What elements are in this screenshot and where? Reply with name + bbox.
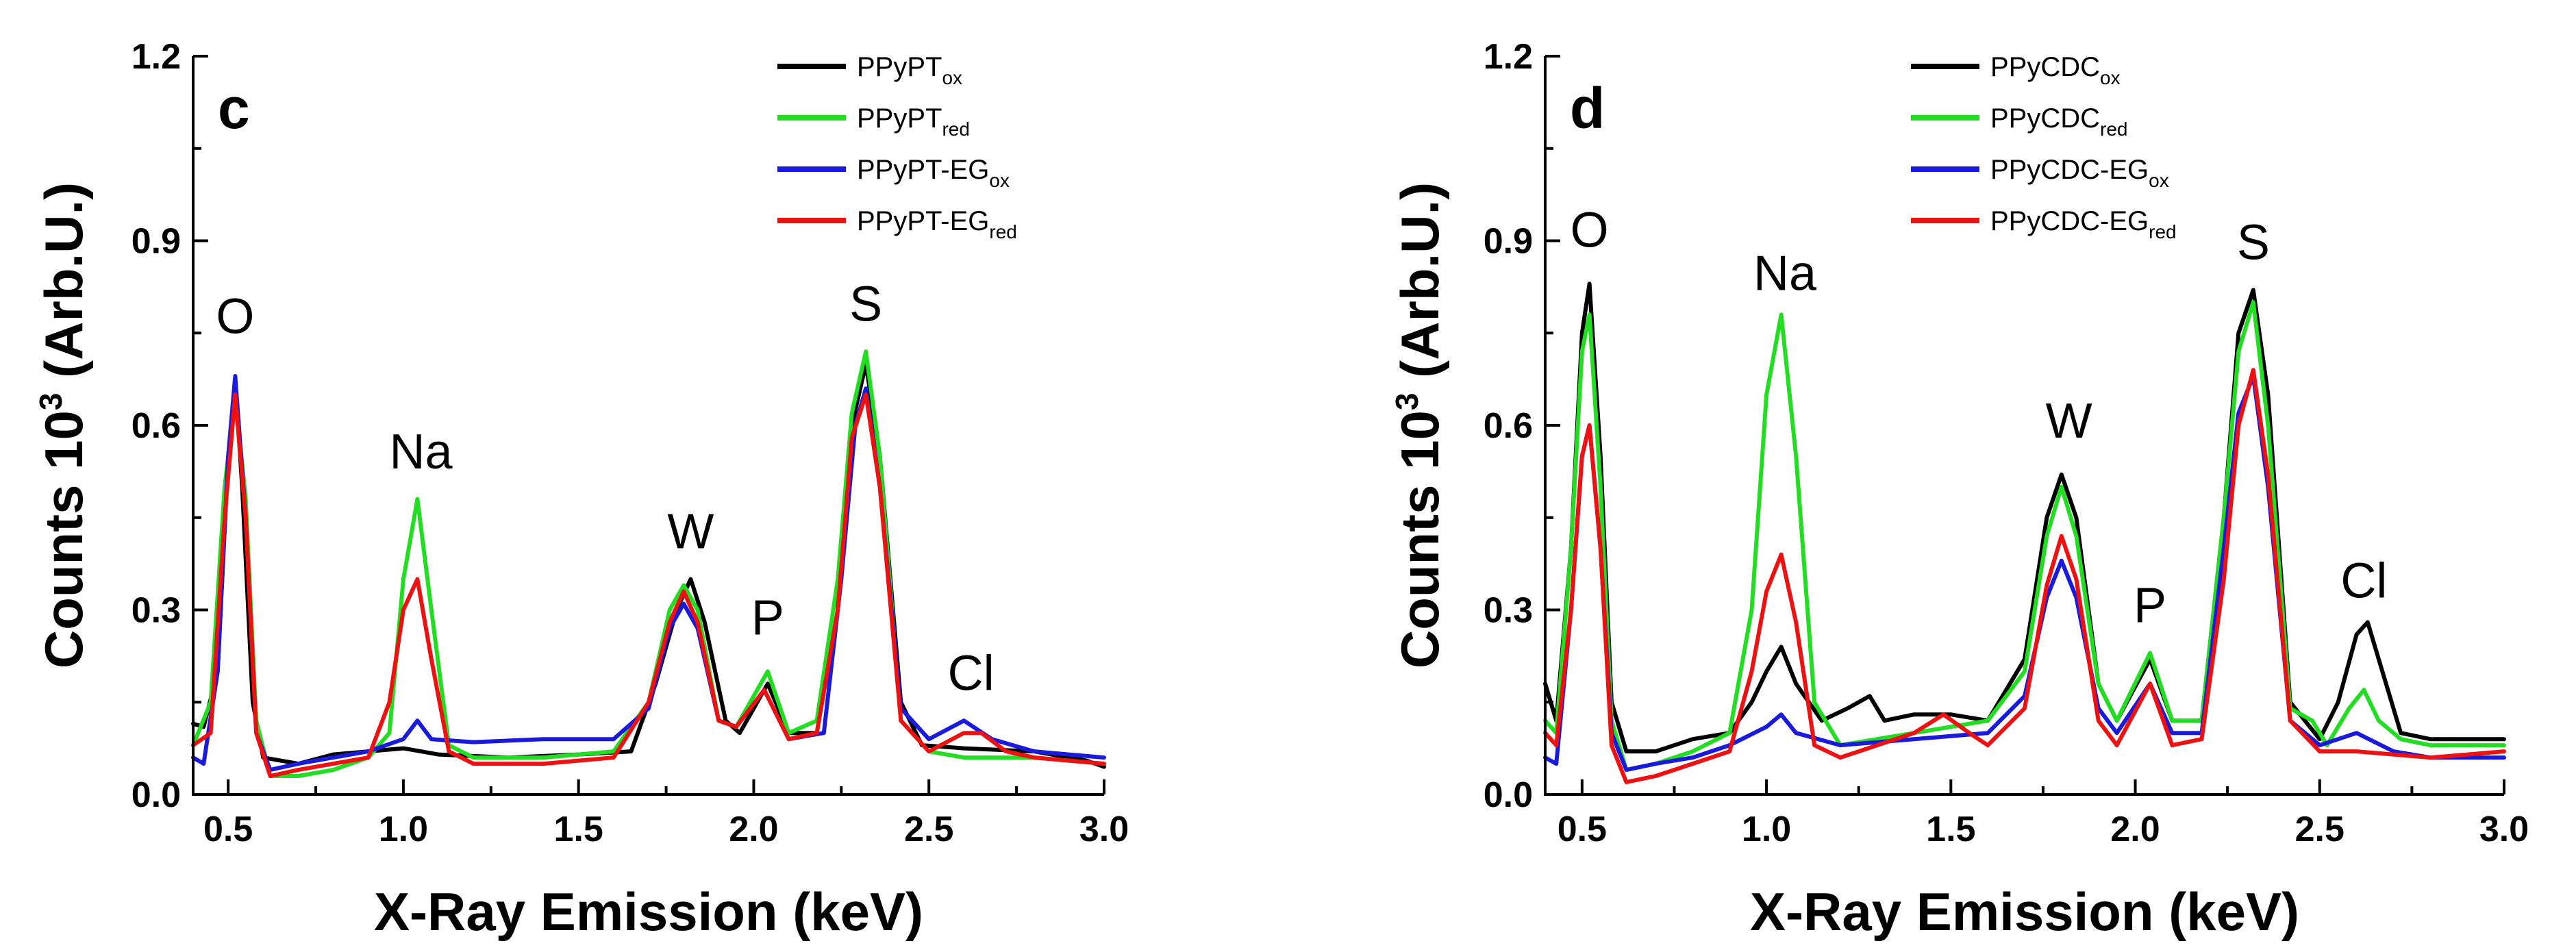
x-tick-label: 1.0 — [1742, 810, 1791, 849]
y-tick-label: 0.9 — [1484, 222, 1533, 262]
y-axis-title: Counts 103 (Arb.U.) — [1389, 182, 1450, 668]
peak-label-s: S — [2237, 215, 2270, 270]
peak-label-w: W — [667, 505, 714, 560]
y-tick-label: 1.2 — [1484, 37, 1533, 77]
x-axis-title: X-Ray Emission (keV) — [374, 881, 923, 942]
y-tick-label: 0.6 — [1484, 406, 1533, 446]
y-tick-label: 1.2 — [132, 37, 181, 77]
peak-label-na: Na — [1753, 246, 1817, 301]
legend-label: PPyCDC-EGox — [1990, 155, 2169, 191]
x-tick-label: 2.0 — [729, 810, 778, 849]
y-tick-label: 0.6 — [132, 406, 181, 446]
peak-label-o: O — [216, 289, 254, 344]
x-tick-label: 0.5 — [203, 810, 253, 849]
peak-label-p: P — [2134, 578, 2166, 633]
legend-label: PPyPTred — [857, 103, 970, 140]
legend-label: PPyPT-EGred — [857, 206, 1017, 242]
series-line-ppypt-red — [191, 349, 1106, 778]
y-tick-label: 0.9 — [132, 222, 181, 262]
x-tick-label: 0.5 — [1558, 810, 1607, 849]
legend-label: PPyPT-EGox — [857, 155, 1010, 191]
x-axis-title: X-Ray Emission (keV) — [1750, 881, 2299, 942]
chart-panel-c: 0.5 1.0 1.5 2.0 2.5 3.0 0.0 0.3 0.6 0.9 1.2 X-Ray E… — [33, 37, 1129, 942]
panel-label: d — [1570, 76, 1605, 140]
x-tick-label: 2.5 — [2295, 810, 2344, 849]
x-tick-label: 3.0 — [1079, 810, 1129, 849]
x-tick-label: 1.5 — [554, 810, 603, 849]
y-tick-label: 0.0 — [1484, 775, 1533, 815]
peak-label-o: O — [1571, 203, 1609, 258]
peak-label-p: P — [751, 590, 784, 645]
y-tick-label: 0.3 — [1484, 591, 1533, 631]
legend-label: PPyCDC-EGred — [1990, 206, 2177, 242]
peak-label-na: Na — [389, 425, 453, 479]
series-line-ppypt-eg-red — [191, 392, 1106, 778]
series-line-ppycdc-ox — [1543, 281, 2506, 754]
peak-label-cl: Cl — [2340, 554, 2387, 609]
legend-label: PPyCDCred — [1990, 103, 2128, 140]
x-tick-label: 1.0 — [379, 810, 428, 849]
x-tick-label: 2.5 — [904, 810, 953, 849]
legend-label: PPyCDCox — [1990, 52, 2121, 88]
y-tick-label: 0.0 — [132, 775, 181, 815]
peak-label-s: S — [849, 277, 882, 331]
series-line-ppycdc-eg-red — [1543, 368, 2506, 784]
legend-label: PPyPTox — [857, 52, 962, 88]
series-line-ppypt-eg-ox — [191, 374, 1106, 773]
peak-label-w: W — [2046, 394, 2092, 449]
x-tick-label: 1.5 — [1926, 810, 1975, 849]
panel-label: c — [218, 76, 250, 140]
x-tick-label: 2.0 — [2110, 810, 2160, 849]
chart-panel-d: 0.5 1.0 1.5 2.0 2.5 3.0 0.0 0.3 0.6 0.9 1.2 X-Ray E… — [1389, 37, 2529, 942]
y-axis-title: Counts 103 (Arb.U.) — [33, 182, 94, 668]
peak-label-cl: Cl — [948, 646, 995, 701]
x-tick-label: 3.0 — [2479, 810, 2529, 849]
y-tick-label: 0.3 — [132, 591, 181, 631]
